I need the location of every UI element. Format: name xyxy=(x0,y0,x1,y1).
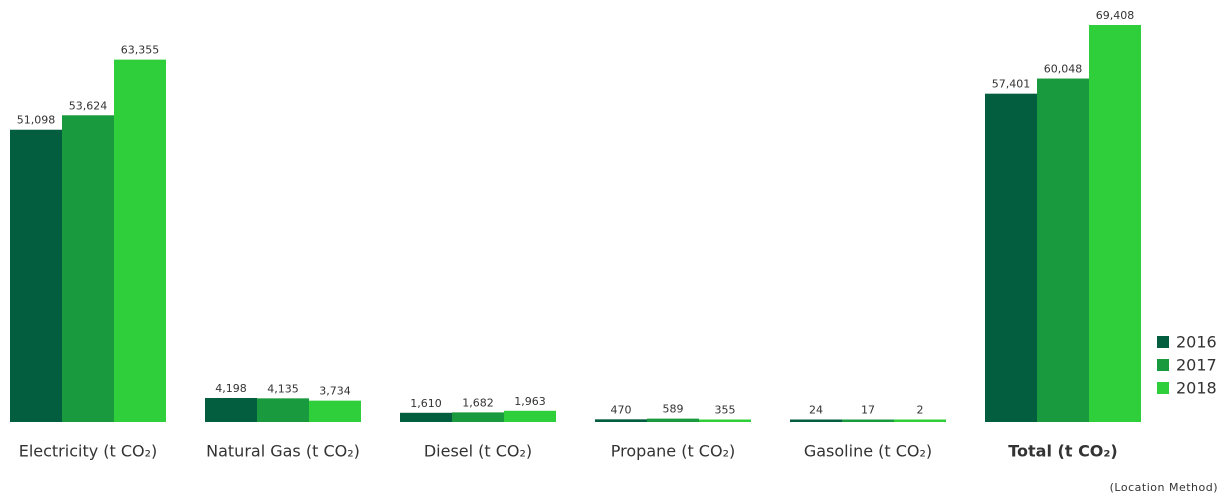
value-label: 2 xyxy=(917,404,924,417)
value-label: 4,135 xyxy=(267,382,299,395)
category-label: Propane (t CO₂) xyxy=(611,442,735,461)
value-label: 1,682 xyxy=(462,396,494,409)
bar xyxy=(1037,78,1089,422)
value-label: 57,401 xyxy=(992,78,1031,91)
value-label: 63,355 xyxy=(121,44,160,57)
bar xyxy=(205,397,257,422)
bar xyxy=(647,418,699,422)
value-label: 17 xyxy=(861,404,875,417)
bar xyxy=(595,419,647,422)
value-label: 589 xyxy=(663,403,684,416)
footnote: (Location Method) xyxy=(1110,481,1218,494)
bar xyxy=(985,93,1037,422)
bar xyxy=(10,129,62,423)
category-label: Gasoline (t CO₂) xyxy=(804,442,932,461)
legend-swatch xyxy=(1157,336,1169,348)
value-label: 3,734 xyxy=(319,385,351,398)
value-label: 1,610 xyxy=(410,397,442,410)
bar xyxy=(62,115,114,423)
bar xyxy=(790,419,842,422)
value-label: 60,048 xyxy=(1044,63,1083,76)
bar xyxy=(699,419,751,422)
bar xyxy=(504,410,556,422)
category-label: Natural Gas (t CO₂) xyxy=(206,442,360,461)
bar xyxy=(309,400,361,422)
legend-label: 2016 xyxy=(1176,333,1217,352)
value-label: 24 xyxy=(809,404,823,417)
value-label: 69,408 xyxy=(1096,9,1135,22)
legend-label: 2018 xyxy=(1176,379,1217,398)
legend-swatch xyxy=(1157,382,1169,394)
value-label: 4,198 xyxy=(215,382,247,395)
category-label: Electricity (t CO₂) xyxy=(19,442,158,461)
value-label: 53,624 xyxy=(69,99,108,112)
bar xyxy=(1089,25,1141,422)
bar xyxy=(114,59,166,423)
value-label: 470 xyxy=(611,403,632,416)
bar xyxy=(400,412,452,422)
value-label: 51,098 xyxy=(17,114,56,127)
category-label: Diesel (t CO₂) xyxy=(424,442,532,461)
value-label: 1,963 xyxy=(514,395,546,408)
bar xyxy=(257,398,309,422)
legend-swatch xyxy=(1157,359,1169,371)
category-label: Total (t CO₂) xyxy=(1008,442,1117,461)
bar xyxy=(894,419,946,422)
bar xyxy=(452,412,504,422)
bar xyxy=(842,419,894,422)
legend-label: 2017 xyxy=(1176,356,1217,375)
value-label: 355 xyxy=(715,404,736,417)
